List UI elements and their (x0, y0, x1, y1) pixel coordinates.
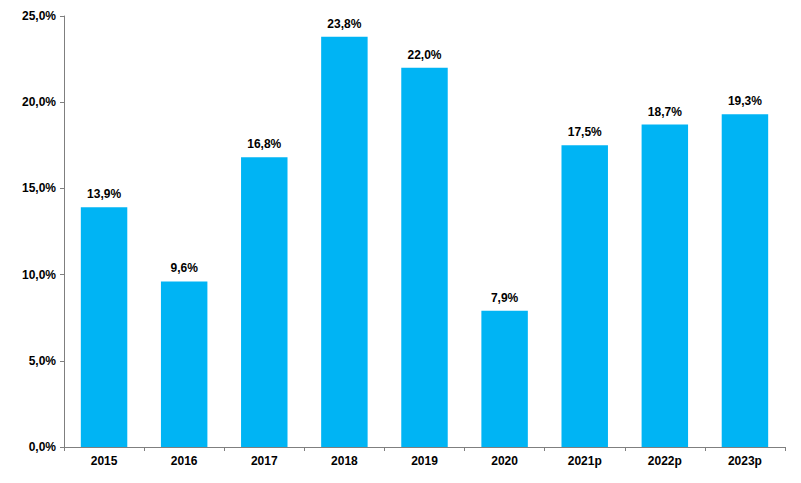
svg-text:2015: 2015 (91, 454, 118, 468)
svg-text:2016: 2016 (171, 454, 198, 468)
svg-text:7,9%: 7,9% (491, 291, 519, 305)
svg-text:2021p: 2021p (568, 454, 602, 468)
svg-text:16,8%: 16,8% (247, 137, 281, 151)
svg-text:13,9%: 13,9% (87, 187, 121, 201)
svg-text:17,5%: 17,5% (568, 125, 602, 139)
svg-text:23,8%: 23,8% (327, 17, 361, 31)
svg-text:9,6%: 9,6% (170, 261, 198, 275)
svg-text:5,0%: 5,0% (29, 354, 57, 368)
svg-text:25,0%: 25,0% (22, 9, 56, 23)
svg-text:2017: 2017 (251, 454, 278, 468)
svg-text:19,3%: 19,3% (728, 94, 762, 108)
svg-text:2023p: 2023p (728, 454, 762, 468)
svg-text:2018: 2018 (331, 454, 358, 468)
svg-text:22,0%: 22,0% (407, 48, 441, 62)
svg-text:20,0%: 20,0% (22, 95, 56, 109)
svg-text:2020: 2020 (491, 454, 518, 468)
svg-text:0,0%: 0,0% (29, 440, 57, 454)
svg-text:2019: 2019 (411, 454, 438, 468)
svg-text:2022p: 2022p (648, 454, 682, 468)
svg-text:15,0%: 15,0% (22, 181, 56, 195)
svg-text:10,0%: 10,0% (22, 268, 56, 282)
svg-text:18,7%: 18,7% (648, 105, 682, 119)
